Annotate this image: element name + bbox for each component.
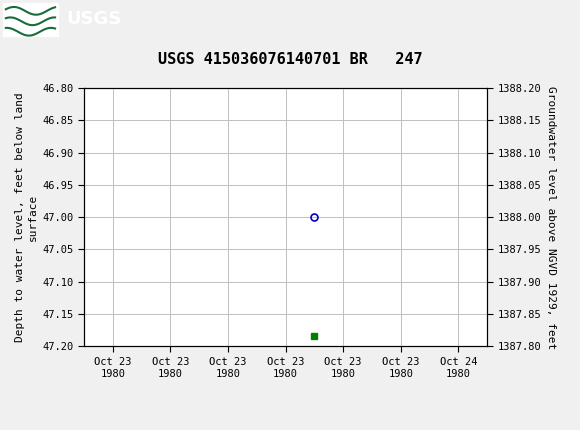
Text: USGS: USGS <box>67 10 122 28</box>
Text: USGS 415036076140701 BR   247: USGS 415036076140701 BR 247 <box>158 52 422 67</box>
Y-axis label: Depth to water level, feet below land
surface: Depth to water level, feet below land su… <box>15 92 38 342</box>
Y-axis label: Groundwater level above NGVD 1929, feet: Groundwater level above NGVD 1929, feet <box>546 86 556 349</box>
Bar <box>3 3 58 36</box>
